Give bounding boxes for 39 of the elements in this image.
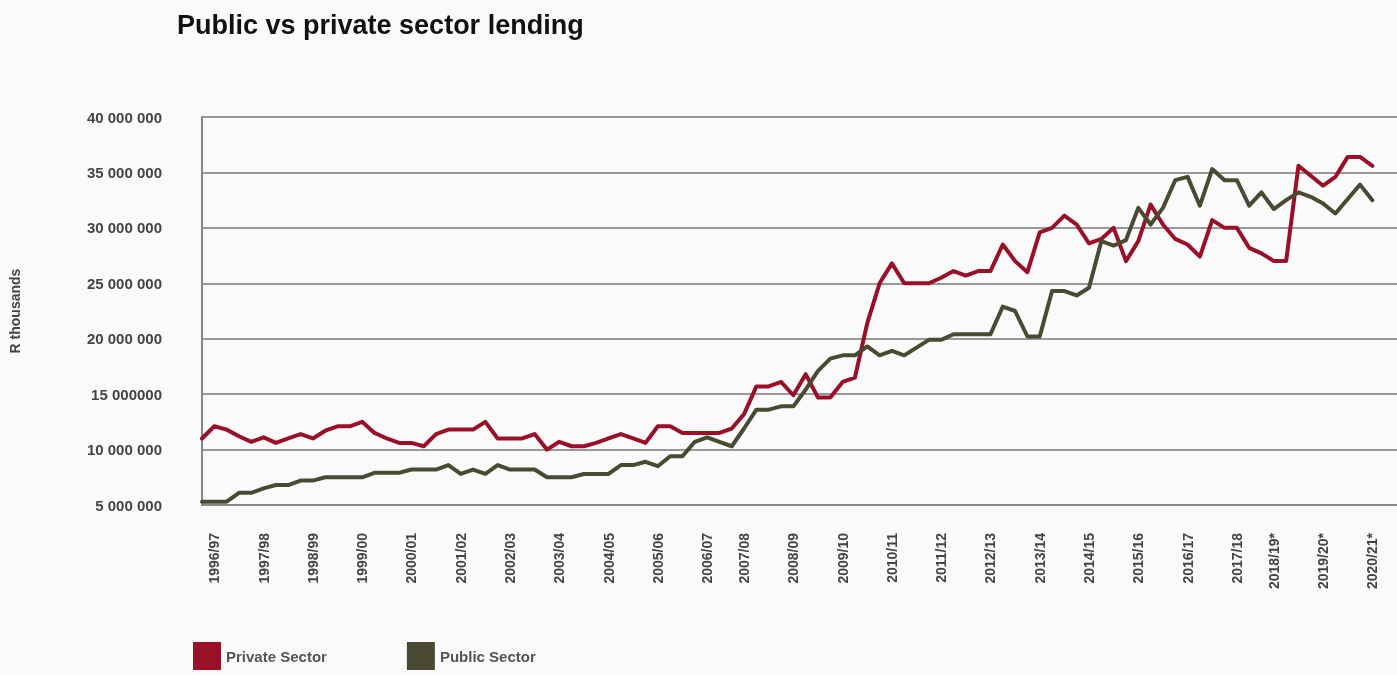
x-tick-label: 2016/17	[1179, 532, 1196, 584]
y-tick-label: 20 000 000	[86, 330, 162, 348]
y-tick-label: 35 000 000	[86, 163, 162, 181]
legend-label: Public Sector	[439, 647, 536, 665]
y-tick-label: 25 000 000	[86, 274, 162, 292]
x-tick-label: 2012/13	[982, 532, 999, 584]
legend-label: Private Sector	[226, 647, 328, 665]
x-tick-label: 1997/98	[255, 532, 272, 584]
x-tick-label: 2013/14	[1031, 532, 1048, 584]
y-tick-label: 15 000000	[91, 385, 162, 403]
line-series	[200, 154, 1375, 452]
x-tick-label: 2020/21*	[1364, 532, 1381, 590]
x-tick-label: 2017/18	[1228, 532, 1245, 584]
x-tick-label: 2008/09	[785, 532, 802, 584]
x-tick-label: 2004/05	[600, 532, 617, 584]
x-tick-label: 2001/02	[452, 532, 469, 584]
y-tick-label: 40 000 000	[86, 108, 162, 126]
y-tick-label: 5 000 000	[95, 496, 162, 514]
x-tick-label: 2000/01	[403, 532, 420, 584]
x-tick-label: 1996/97	[206, 532, 223, 584]
x-tick-label: 2014/15	[1081, 532, 1098, 584]
line-series	[200, 167, 1375, 504]
x-tick-label: 1998/99	[304, 532, 321, 584]
x-tick-label: 2015/16	[1130, 532, 1147, 584]
x-tick-label: 2005/06	[649, 532, 666, 584]
x-tick-label: 2002/03	[501, 532, 518, 584]
x-tick-label: 2007/08	[736, 532, 753, 584]
x-tick-label: 2003/04	[551, 532, 568, 584]
x-tick-label: 2010/11	[883, 532, 900, 583]
chart-title: Public vs private sector lending	[177, 9, 584, 40]
x-tick-label: 2009/10	[834, 532, 851, 584]
y-tick-label: 30 000 000	[86, 219, 162, 237]
y-axis-title: R thousands	[7, 268, 23, 354]
x-tick-label: 2018/19*	[1265, 532, 1282, 590]
x-tick-label: 2019/20*	[1315, 532, 1332, 590]
x-tick-label: 2011/12	[933, 532, 950, 583]
x-tick-label: 1999/00	[354, 532, 371, 584]
y-tick-label: 10 000 000	[86, 441, 162, 459]
x-tick-label: 2006/07	[699, 532, 716, 584]
